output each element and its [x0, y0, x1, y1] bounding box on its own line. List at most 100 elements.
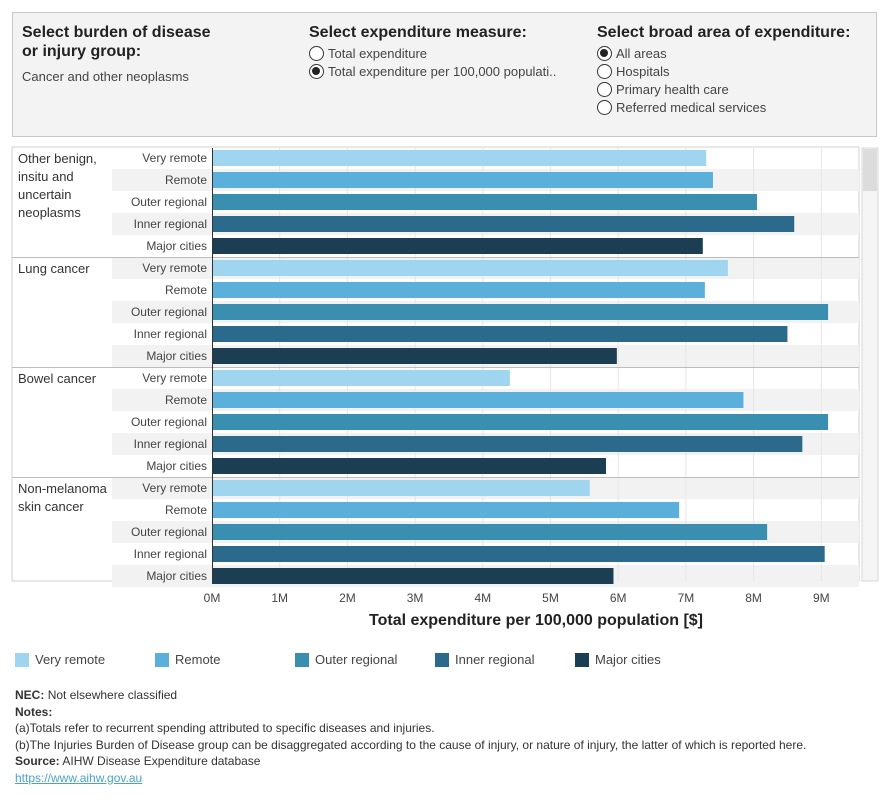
x-tick-label: 9M — [813, 591, 830, 605]
bar — [212, 392, 744, 408]
x-tick-label: 4M — [474, 591, 491, 605]
area-option-label: Referred medical services — [616, 99, 767, 115]
radio-button-icon[interactable] — [597, 99, 612, 115]
bar — [212, 238, 703, 254]
x-tick-label: 0M — [204, 591, 221, 605]
measure-option-label: Total expenditure — [328, 45, 428, 61]
disease-filter-title-line1: Select burden of disease — [22, 24, 211, 41]
legend-label: Remote — [175, 652, 221, 667]
bar — [212, 326, 788, 342]
x-tick-label: 8M — [745, 591, 762, 605]
area-option-label: All areas — [616, 45, 667, 61]
measure-filter: Select expenditure measure: Total expend… — [309, 23, 556, 80]
bar — [212, 524, 768, 540]
area-options: All areas Hospitals Primary health care Ref… — [597, 44, 850, 116]
measure-option-2[interactable]: Total expenditure per 100,000 populati.. — [309, 62, 556, 80]
legend: Very remote Remote Outer regional Inner reg… — [15, 652, 885, 670]
area-option-label: Hospitals — [616, 63, 670, 79]
legend-label: Major cities — [595, 652, 661, 667]
bar — [212, 414, 829, 430]
row-label: Very remote — [142, 371, 207, 385]
legend-swatch — [15, 652, 29, 667]
legend-item[interactable]: Outer regional — [295, 652, 397, 667]
bar — [212, 436, 803, 452]
area-option-4[interactable]: Referred medical services — [597, 98, 850, 116]
area-option-2[interactable]: Hospitals — [597, 62, 850, 80]
scrollbar-thumb[interactable] — [863, 149, 877, 191]
legend-item[interactable]: Remote — [155, 652, 221, 667]
notes-label: Notes: — [15, 704, 53, 719]
disease-filter-value[interactable]: Cancer and other neoplasms — [22, 69, 189, 84]
bar — [212, 304, 829, 320]
row-label: Very remote — [142, 261, 207, 275]
area-option-1[interactable]: All areas — [597, 44, 850, 62]
radio-button-icon[interactable] — [597, 81, 612, 97]
row-label: Inner regional — [134, 217, 207, 231]
bar — [212, 480, 590, 496]
row-label: Outer regional — [131, 415, 207, 429]
legend-swatch — [575, 652, 589, 667]
legend-item[interactable]: Major cities — [575, 652, 661, 667]
row-label: Outer regional — [131, 305, 207, 319]
row-label: Very remote — [142, 151, 207, 165]
x-tick-label: 3M — [407, 591, 424, 605]
area-option-3[interactable]: Primary health care — [597, 80, 850, 98]
note-a: (a)Totals refer to recurrent spending at… — [15, 721, 435, 735]
radio-button-icon[interactable] — [309, 45, 324, 61]
radio-button-icon[interactable] — [597, 63, 612, 79]
bar — [212, 282, 705, 298]
scrollbar-track — [861, 147, 879, 582]
group-label: skin cancer — [18, 499, 84, 514]
legend-swatch — [435, 652, 449, 667]
legend-item[interactable]: Inner regional — [435, 652, 535, 667]
row-label: Major cities — [146, 459, 207, 473]
row-label: Very remote — [142, 481, 207, 495]
source-label: Source: — [15, 754, 60, 768]
x-tick-label: 6M — [610, 591, 627, 605]
row-label: Inner regional — [134, 327, 207, 341]
legend-swatch — [295, 652, 309, 667]
bar — [212, 370, 510, 386]
disease-filter-title-line2: or injury group: — [22, 43, 142, 60]
legend-swatch — [155, 652, 169, 667]
row-label: Remote — [165, 503, 207, 517]
group-label: insitu and — [18, 169, 74, 184]
x-tick-label: 7M — [678, 591, 695, 605]
notes-heading: Notes: — [15, 704, 806, 721]
aihw-link[interactable]: https://www.aihw.gov.au — [15, 770, 143, 785]
row-label: Major cities — [146, 569, 207, 583]
area-option-label: Primary health care — [616, 81, 729, 97]
row-label: Outer regional — [131, 195, 207, 209]
bar — [212, 216, 795, 232]
area-filter: Select broad area of expenditure: All ar… — [597, 23, 850, 116]
bar — [212, 502, 680, 518]
legend-label: Very remote — [35, 652, 106, 667]
group-label: Lung cancer — [18, 261, 90, 276]
source-text: AIHW Disease Expenditure database — [62, 754, 261, 768]
bar — [212, 260, 728, 276]
disease-filter[interactable]: Select burden of disease or injury group… — [22, 23, 211, 84]
measure-option-1[interactable]: Total expenditure — [309, 44, 556, 62]
row-label: Inner regional — [134, 437, 207, 451]
legend-item[interactable]: Very remote — [15, 652, 105, 667]
radio-button-icon[interactable] — [597, 45, 612, 61]
disease-filter-title: Select burden of disease or injury group… — [22, 23, 211, 61]
row-label: Remote — [165, 393, 207, 407]
source-line: Source: AIHW Disease Expenditure databas… — [15, 753, 806, 770]
x-tick-label: 1M — [271, 591, 288, 605]
radio-button-icon[interactable] — [309, 63, 324, 79]
bar — [212, 568, 614, 584]
measure-filter-title: Select expenditure measure: — [309, 24, 527, 41]
filter-panel: Select burden of disease or injury group… — [12, 12, 877, 137]
group-label: uncertain — [18, 187, 71, 202]
bar — [212, 348, 617, 364]
x-tick-label: 2M — [339, 591, 356, 605]
group-label: Bowel cancer — [18, 371, 97, 386]
group-label: Other benign, — [18, 151, 97, 166]
measure-options: Total expenditure Total expenditure per 1… — [309, 44, 556, 80]
bar — [212, 172, 713, 188]
bar — [212, 150, 707, 166]
notes-section: NEC: Not elsewhere classified Notes: (a)… — [15, 687, 806, 786]
group-label: Non-melanoma — [18, 481, 108, 496]
x-axis-title: Total expenditure per 100,000 population… — [369, 612, 703, 629]
